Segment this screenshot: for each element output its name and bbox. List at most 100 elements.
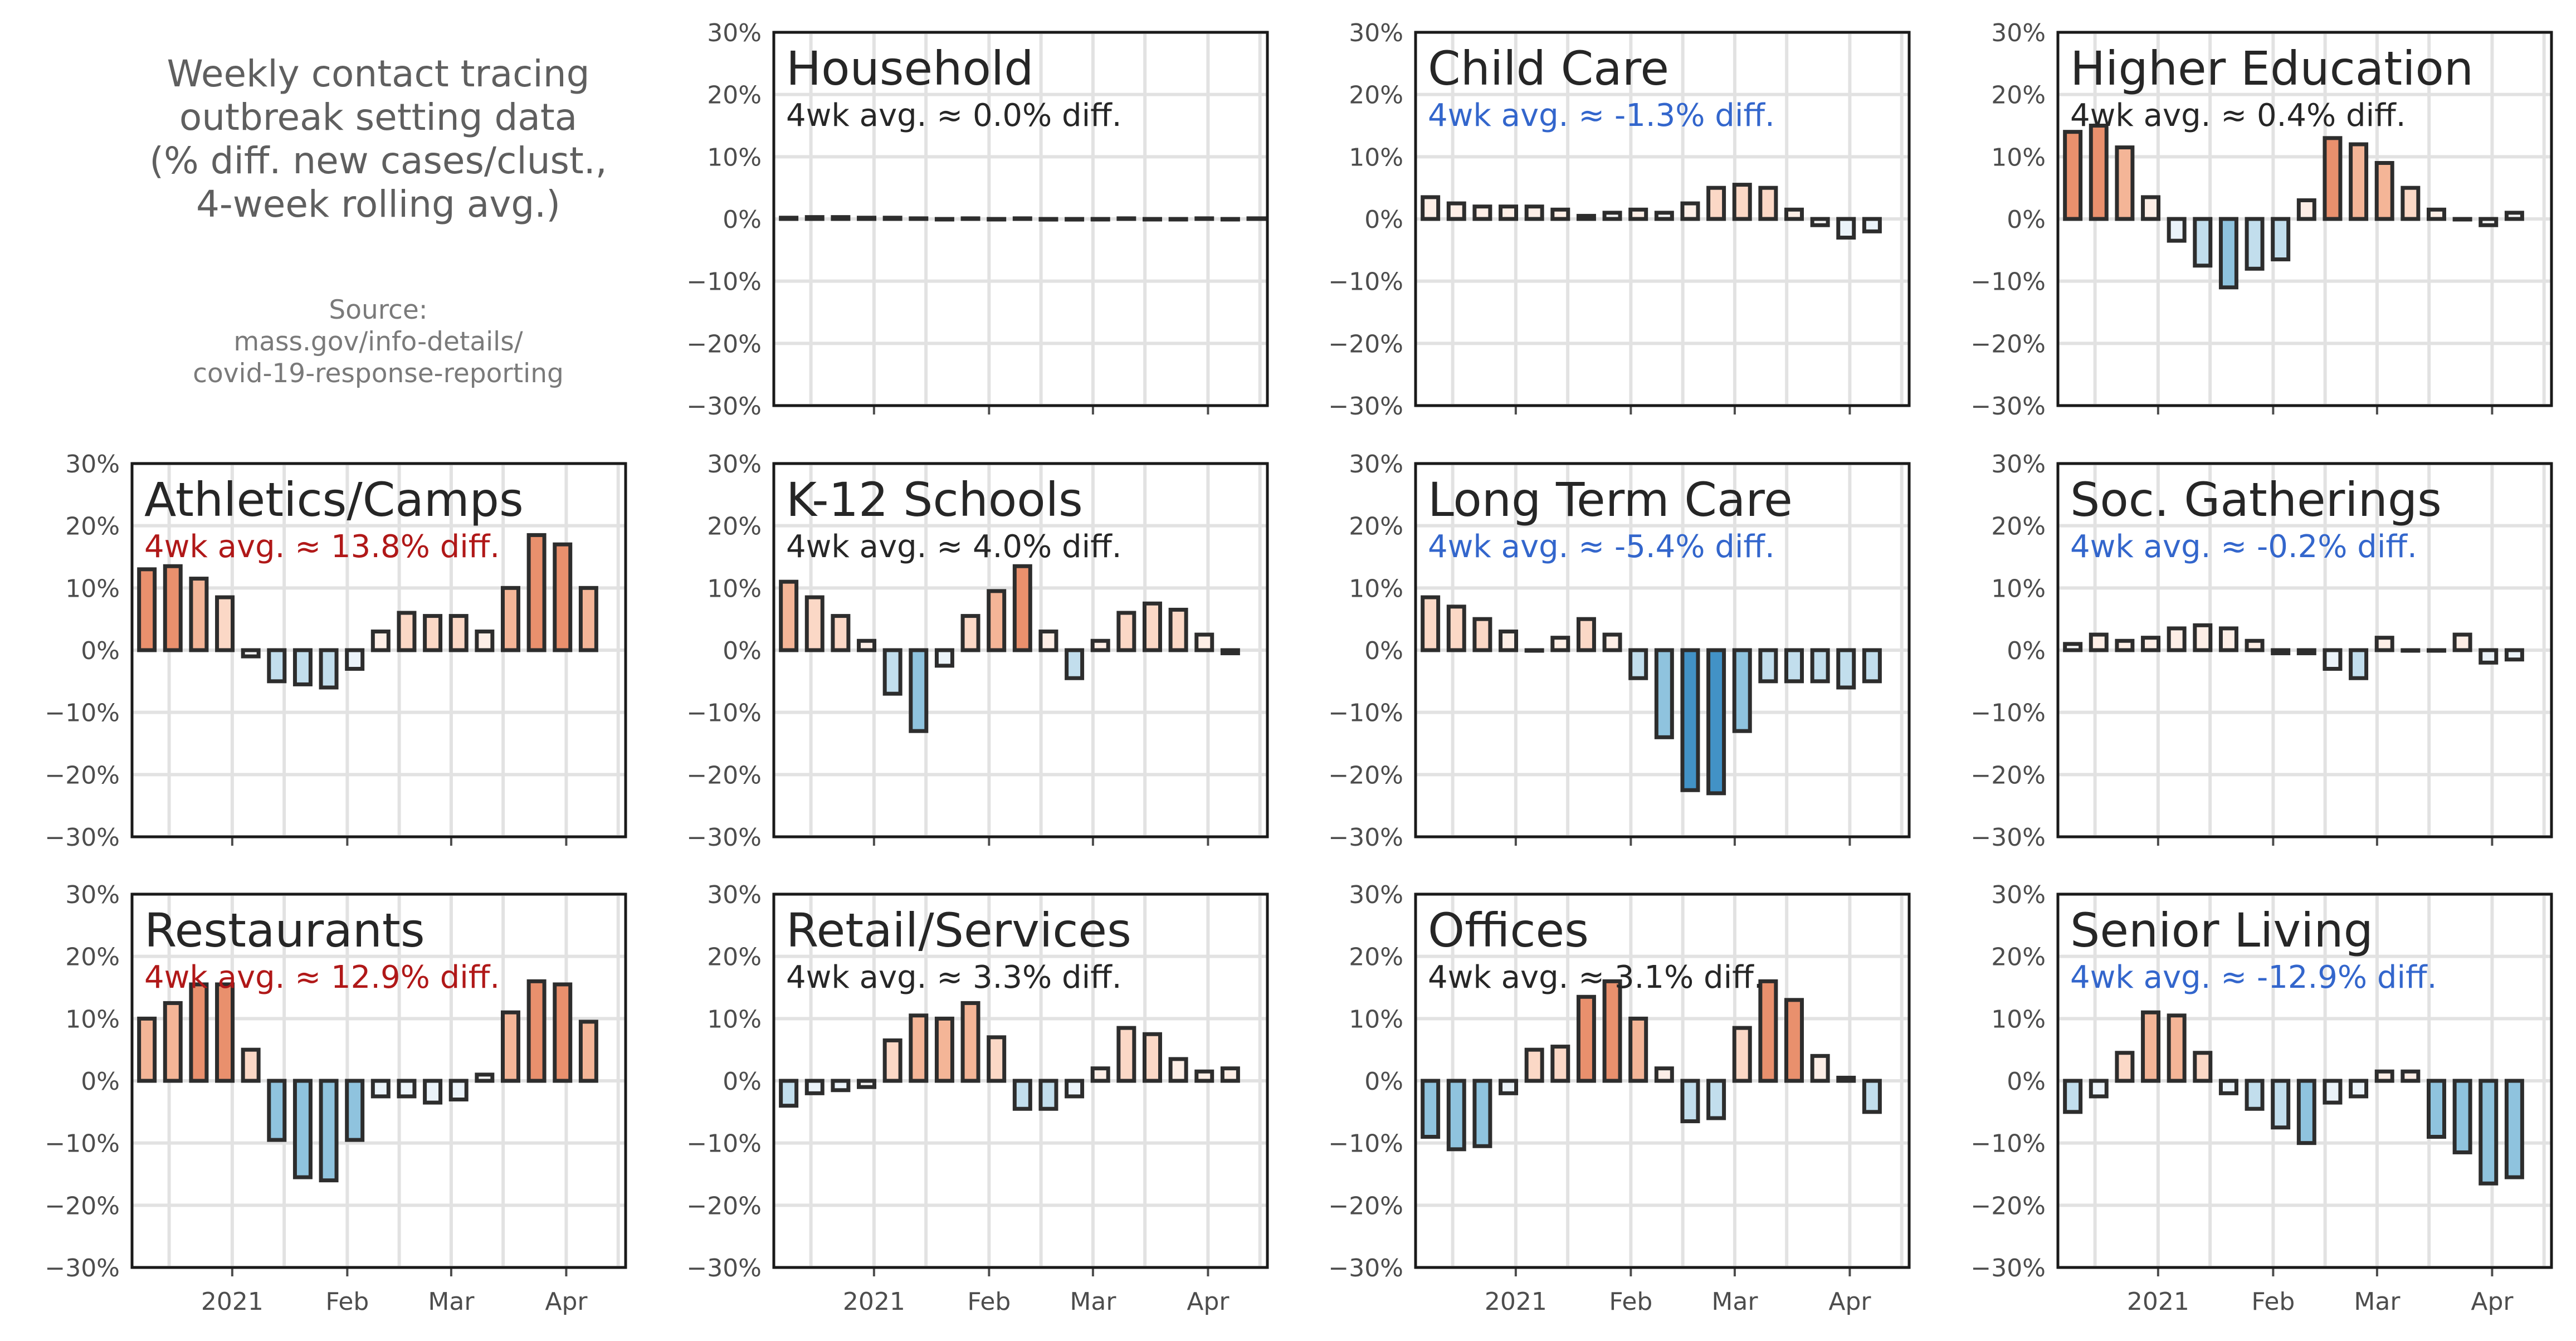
intro-panel: Weekly contact tracing outbreak setting …	[149, 52, 607, 389]
bar	[292, 648, 313, 686]
bar	[319, 1079, 339, 1183]
y-tick-label: −20%	[1328, 330, 1403, 358]
bar	[1576, 617, 1596, 652]
bar	[345, 1079, 365, 1142]
panel-avg-label: 4wk avg. ≈ 12.9% diff.	[144, 959, 500, 996]
bar	[2426, 1079, 2446, 1139]
bar	[267, 648, 287, 684]
bar	[831, 215, 851, 221]
panel-frame	[2056, 31, 2553, 407]
bar	[1732, 183, 1752, 221]
bar	[2426, 648, 2446, 653]
bar	[1862, 1079, 1882, 1114]
bar	[934, 217, 954, 222]
bar	[1090, 1066, 1110, 1083]
bar	[882, 648, 902, 696]
bar	[137, 1016, 157, 1083]
bar	[1810, 217, 1830, 227]
bar	[319, 648, 339, 690]
bar	[960, 614, 980, 652]
bar	[2479, 648, 2499, 665]
bar	[1446, 604, 1466, 652]
y-tick-label: −10%	[1328, 699, 1403, 728]
y-tick-label: 20%	[1349, 943, 1403, 972]
bar	[1602, 979, 1622, 1083]
bar	[779, 1079, 799, 1108]
bar	[2504, 211, 2524, 221]
panel-title: Child Care	[1428, 41, 1669, 96]
bar	[1499, 204, 1519, 221]
y-tick-label: 10%	[65, 574, 120, 603]
bar	[2063, 642, 2083, 652]
bar	[1168, 607, 1188, 652]
bar	[500, 1010, 520, 1083]
bar	[1194, 632, 1214, 652]
y-tick-label: −30%	[1328, 392, 1403, 421]
bar	[1576, 994, 1596, 1083]
y-tick-label: 20%	[1991, 943, 2046, 972]
bar	[2193, 1051, 2213, 1083]
bar	[215, 982, 235, 1083]
bar	[267, 1079, 287, 1142]
bar	[1142, 601, 1162, 652]
bar	[526, 979, 547, 1083]
panel-title: Household	[786, 41, 1034, 96]
x-tick-label: 2021	[843, 1288, 905, 1316]
panel-avg-label: 4wk avg. ≈ 0.4% diff.	[2070, 97, 2406, 134]
y-tick-label: 10%	[65, 1005, 120, 1033]
y-tick-label: 10%	[1349, 1005, 1403, 1033]
bar	[909, 648, 929, 733]
bar	[189, 577, 209, 652]
bar	[779, 579, 799, 652]
bar	[1116, 216, 1136, 221]
bar	[2245, 1079, 2265, 1111]
y-tick-label: −30%	[686, 392, 762, 421]
bar	[1550, 207, 1570, 221]
y-tick-label: 20%	[1349, 513, 1403, 541]
bar	[2245, 638, 2265, 652]
bar	[553, 982, 573, 1083]
panel-frame	[1414, 31, 1911, 407]
source-line: mass.gov/info-details/	[233, 326, 523, 357]
bar	[2479, 217, 2499, 227]
bar	[1524, 1047, 1544, 1083]
bar	[2323, 1079, 2343, 1105]
bar	[2452, 217, 2472, 222]
x-tick-label: Mar	[1070, 1288, 1116, 1316]
panel-title: Athletics/Camps	[144, 472, 524, 527]
bar	[934, 648, 954, 668]
y-tick-label: −10%	[1328, 1130, 1403, 1158]
bar	[779, 216, 799, 221]
y-tick-label: −10%	[1970, 268, 2046, 296]
bar	[189, 982, 209, 1083]
panel-avg-label: 4wk avg. ≈ -1.3% diff.	[1428, 97, 1775, 134]
y-tick-label: −30%	[45, 1254, 120, 1283]
bar	[1550, 1045, 1570, 1083]
y-tick-label: 30%	[65, 450, 120, 479]
y-tick-label: 20%	[707, 513, 762, 541]
bar	[1012, 564, 1032, 652]
bar	[1706, 648, 1726, 796]
chart-panel: −30% −20% −10% 0% 10% 20% 30% 2021 Feb Mar Apr Rest…	[45, 881, 627, 1316]
bar	[1038, 630, 1058, 652]
y-tick-label: −20%	[1328, 761, 1403, 789]
bar	[857, 216, 877, 221]
panel-avg-label: 4wk avg. ≈ -0.2% diff.	[2070, 529, 2417, 565]
bar	[1654, 211, 1674, 221]
y-tick-label: 10%	[1991, 143, 2046, 172]
x-tick-label: Feb	[2251, 1288, 2295, 1316]
y-tick-label: −30%	[686, 823, 762, 852]
bar	[1784, 998, 1804, 1083]
bar	[1421, 1079, 1441, 1139]
bar	[1810, 648, 1830, 684]
bar	[1472, 617, 1492, 652]
bar	[857, 638, 877, 652]
bar	[2374, 161, 2394, 221]
bar	[1862, 217, 1882, 233]
bar	[960, 1001, 980, 1083]
bar	[2374, 636, 2394, 652]
chart-panel: −30% −20% −10% 0% 10% 20% 30% 2021 Feb Mar Apr Offi…	[1328, 881, 1911, 1316]
bar	[1090, 217, 1110, 222]
bar	[2401, 186, 2421, 221]
bar	[1168, 217, 1188, 222]
